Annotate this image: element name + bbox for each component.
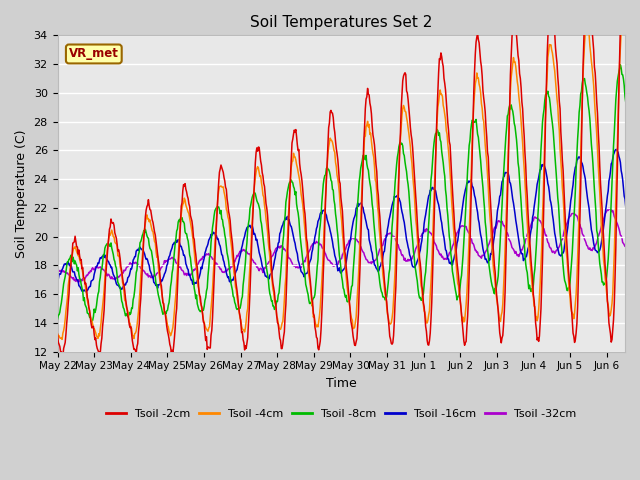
Title: Soil Temperatures Set 2: Soil Temperatures Set 2 [250, 15, 433, 30]
Text: VR_met: VR_met [69, 48, 119, 60]
Y-axis label: Soil Temperature (C): Soil Temperature (C) [15, 129, 28, 258]
X-axis label: Time: Time [326, 377, 356, 390]
Legend: Tsoil -2cm, Tsoil -4cm, Tsoil -8cm, Tsoil -16cm, Tsoil -32cm: Tsoil -2cm, Tsoil -4cm, Tsoil -8cm, Tsoi… [102, 405, 580, 423]
